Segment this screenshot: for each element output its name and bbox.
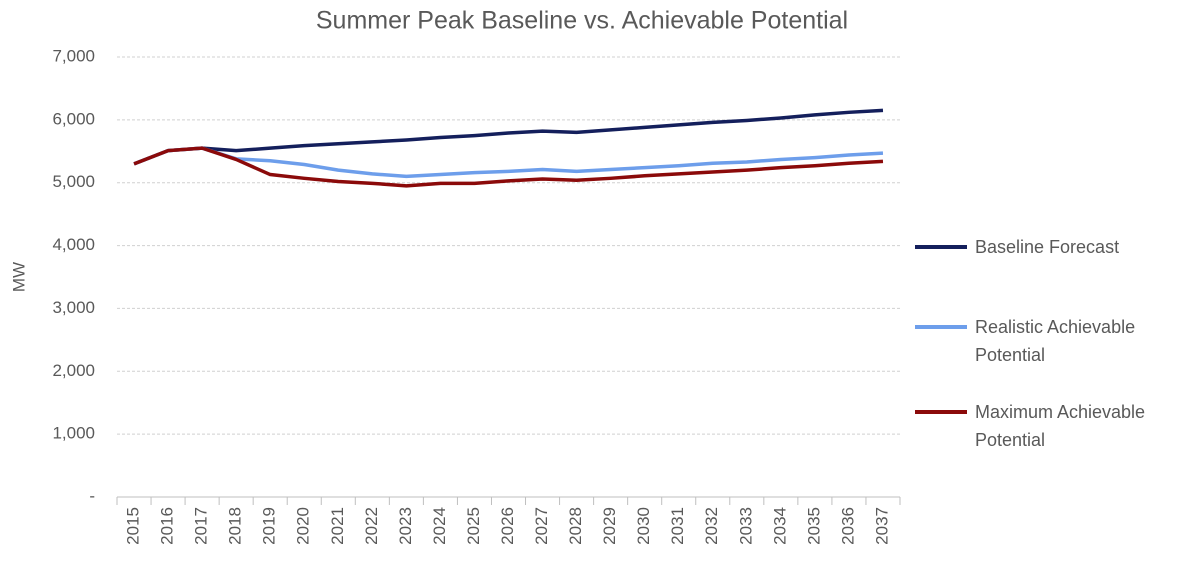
x-tick-label: 2023	[396, 507, 415, 545]
x-tick-label: 2015	[124, 507, 143, 545]
x-tick-label: 2022	[362, 507, 381, 545]
x-tick-label: 2033	[736, 507, 755, 545]
y-tick-label: 5,000	[52, 172, 95, 191]
x-tick-label: 2031	[668, 507, 687, 545]
legend-swatch	[915, 245, 967, 249]
x-tick-label: 2017	[192, 507, 211, 545]
legend-item: Baseline Forecast	[915, 233, 1185, 261]
x-tick-label: 2030	[634, 507, 653, 545]
x-tick-label: 2029	[600, 507, 619, 545]
series-line	[133, 146, 884, 188]
y-tick-label: 4,000	[52, 235, 95, 254]
legend-label: Baseline Forecast	[975, 237, 1120, 257]
y-axis-label: MW	[9, 262, 28, 292]
x-tick-label: 2035	[804, 507, 823, 545]
x-tick-label: 2027	[532, 507, 551, 545]
x-tick-label: 2028	[566, 507, 585, 545]
y-tick-label: 3,000	[52, 298, 95, 317]
x-tick-label: 2025	[464, 507, 483, 545]
x-tick-label: 2036	[838, 507, 857, 545]
x-tick-label: 2032	[702, 507, 721, 545]
x-tick-label: 2021	[328, 507, 347, 545]
legend-item: Realistic Achievable Potential	[915, 313, 1185, 369]
legend-item: Maximum Achievable Potential	[915, 398, 1185, 454]
y-tick-label: 1,000	[52, 424, 95, 443]
legend-label: Maximum Achievable Potential	[975, 402, 1146, 450]
x-tick-label: 2018	[226, 507, 245, 545]
x-tick-label: 2024	[430, 507, 449, 545]
y-tick-label: 7,000	[52, 46, 95, 65]
x-tick-label: 2016	[158, 507, 177, 545]
x-tick-label: 2026	[498, 507, 517, 545]
series-line	[133, 146, 884, 179]
chart-title: Summer Peak Baseline vs. Achievable Pote…	[316, 7, 848, 35]
legend-swatch	[915, 325, 967, 329]
y-tick-label: 2,000	[52, 361, 95, 380]
series-line	[133, 108, 884, 166]
legend-label: Realistic Achievable Potential	[975, 317, 1136, 365]
x-tick-label: 2037	[872, 507, 891, 545]
x-tick-label: 2034	[770, 507, 789, 545]
y-tick-label: 6,000	[52, 109, 95, 128]
y-tick-label: -	[89, 486, 95, 505]
x-tick-label: 2019	[260, 507, 279, 545]
x-tick-label: 2020	[294, 507, 313, 545]
legend-swatch	[915, 410, 967, 414]
